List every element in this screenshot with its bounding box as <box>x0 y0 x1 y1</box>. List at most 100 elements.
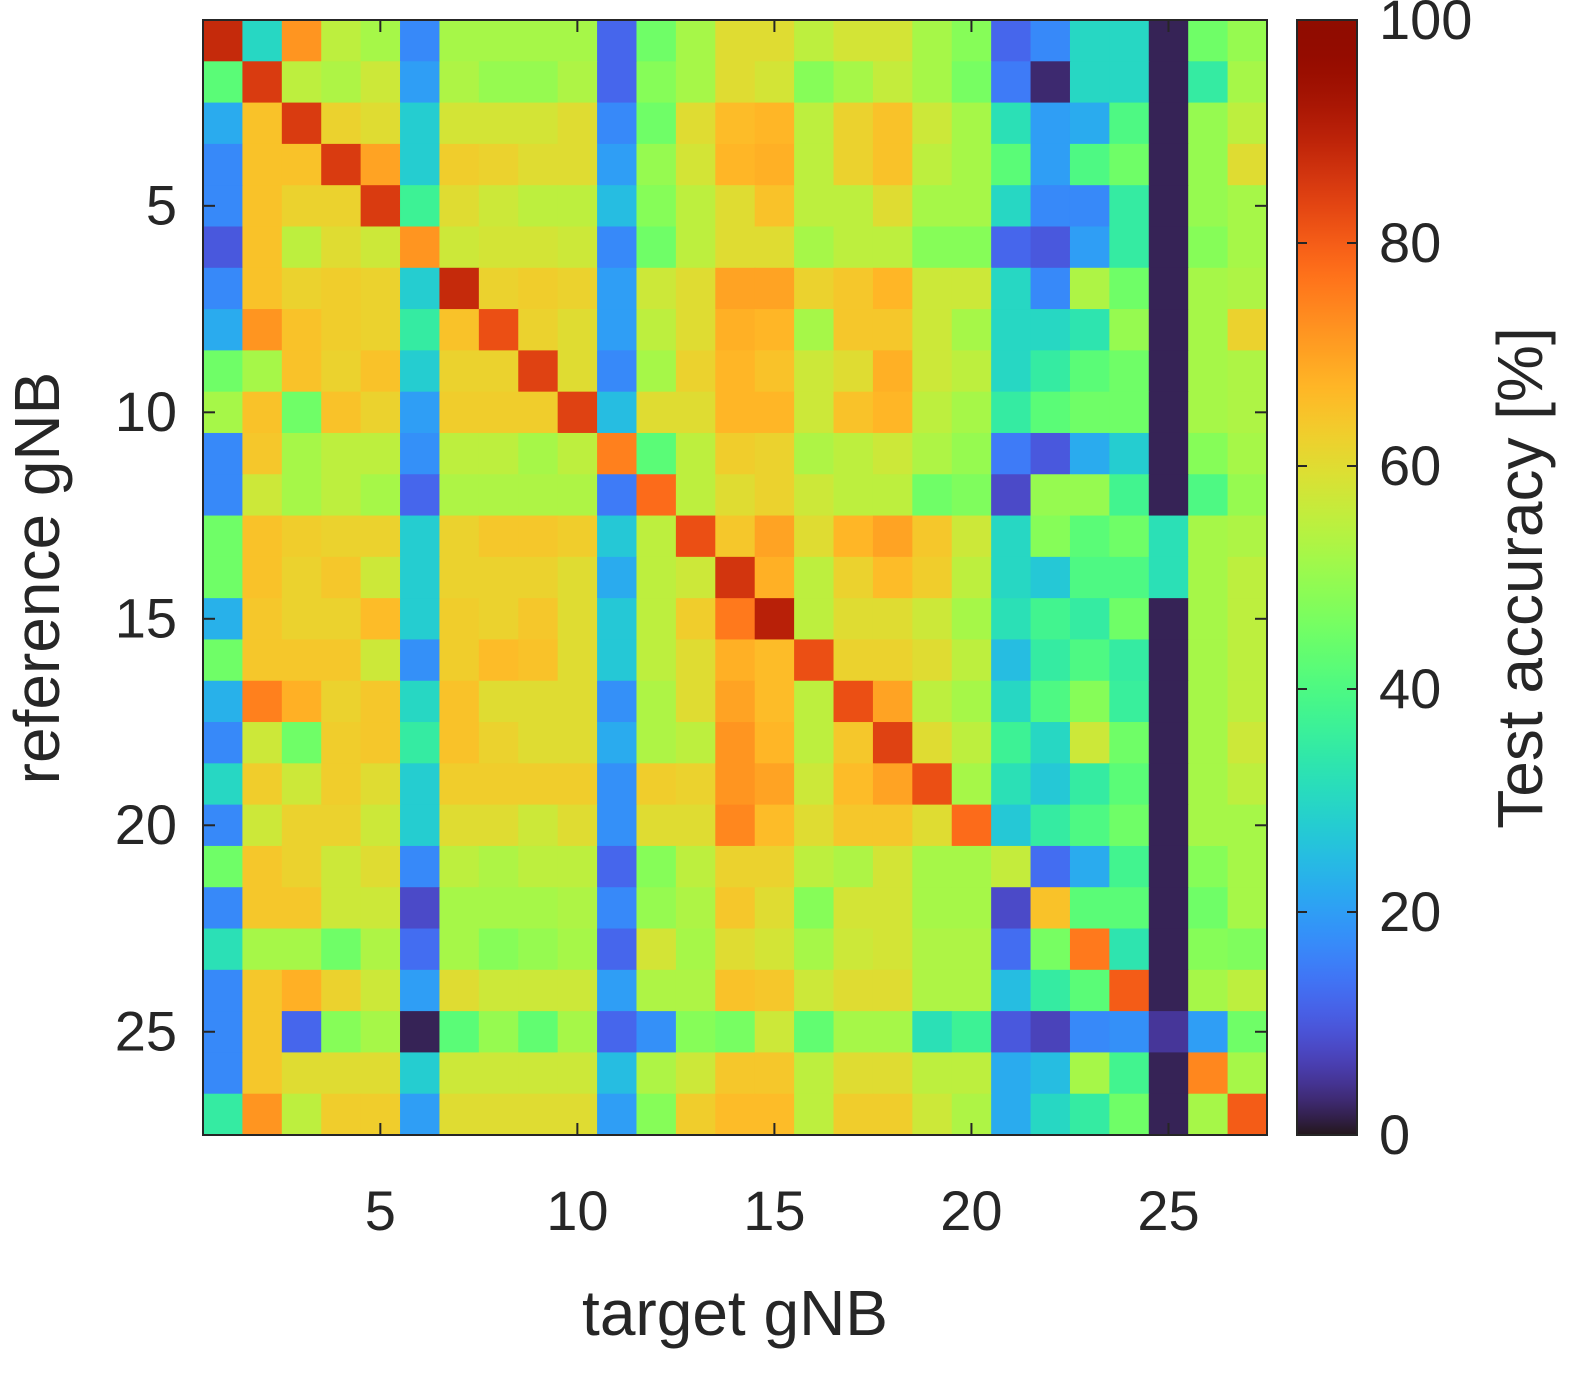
heatmap-cell <box>1069 267 1110 310</box>
heatmap-cell <box>360 309 401 351</box>
heatmap-cell <box>833 969 874 1012</box>
heatmap-cell <box>321 20 362 62</box>
heatmap-cell <box>360 763 401 806</box>
heatmap-cell <box>321 680 362 723</box>
heatmap-cell <box>912 763 953 806</box>
heatmap-cell <box>400 722 441 764</box>
heatmap-cell <box>1188 20 1229 62</box>
heatmap-cell <box>675 20 716 62</box>
heatmap-cell <box>478 639 519 682</box>
heatmap-cell <box>833 680 874 723</box>
heatmap-cell <box>439 598 480 641</box>
heatmap-cell <box>400 432 441 475</box>
heatmap-cell <box>321 391 362 434</box>
heatmap-cell <box>242 556 283 599</box>
heatmap-cell <box>242 680 283 723</box>
heatmap-cell <box>754 804 795 847</box>
heatmap-cell <box>1069 887 1110 930</box>
heatmap-cell <box>321 804 362 847</box>
heatmap-cell <box>557 804 598 847</box>
heatmap-cell <box>439 804 480 847</box>
heatmap-cell <box>478 804 519 847</box>
heatmap-cell <box>597 267 638 310</box>
heatmap-cell <box>203 680 244 723</box>
heatmap-cell <box>833 102 874 145</box>
heatmap-cell <box>636 20 677 62</box>
heatmap-cell <box>1069 556 1110 599</box>
heatmap-cell <box>912 350 953 393</box>
heatmap-cell <box>360 432 401 475</box>
heatmap-cell <box>360 1011 401 1054</box>
heatmap-cell <box>360 102 401 145</box>
heatmap-cell <box>203 143 244 186</box>
heatmap-cell <box>1109 1052 1150 1095</box>
heatmap-cell <box>1188 350 1229 393</box>
heatmap-cell <box>597 309 638 351</box>
heatmap-cell <box>281 845 322 888</box>
heatmap-cell <box>1227 639 1268 682</box>
x-axis-label: target gNB <box>582 1277 888 1349</box>
heatmap-cell <box>1030 887 1071 930</box>
heatmap-cell <box>400 1052 441 1095</box>
heatmap-cell <box>1109 474 1150 517</box>
heatmap-cell <box>281 20 322 62</box>
heatmap-cell <box>518 845 559 888</box>
heatmap-cell <box>1148 639 1189 682</box>
heatmap-cell <box>991 143 1032 186</box>
heatmap-cell <box>991 969 1032 1012</box>
heatmap-cell <box>400 639 441 682</box>
heatmap-cell <box>597 391 638 434</box>
heatmap-cell <box>321 928 362 971</box>
heatmap-cell <box>518 722 559 764</box>
heatmap-cell <box>636 969 677 1012</box>
heatmap-cell <box>557 143 598 186</box>
heatmap-cell <box>833 598 874 641</box>
heatmap-cell <box>991 20 1032 62</box>
heatmap-cell <box>360 722 401 764</box>
heatmap-cell <box>872 20 913 62</box>
heatmap-cell <box>242 1011 283 1054</box>
heatmap-cell <box>794 350 835 393</box>
heatmap-cell <box>518 1093 559 1136</box>
heatmap-cell <box>321 763 362 806</box>
heatmap-cell <box>518 515 559 558</box>
heatmap-cell <box>321 1093 362 1136</box>
heatmap-cell <box>478 391 519 434</box>
heatmap-cell <box>557 267 598 310</box>
heatmap-cell <box>636 556 677 599</box>
heatmap-cell <box>597 226 638 269</box>
heatmap-cell <box>1188 1093 1229 1136</box>
heatmap-cell <box>1188 309 1229 351</box>
heatmap-cell <box>1030 1052 1071 1095</box>
heatmap-cell <box>872 391 913 434</box>
heatmap-cell <box>242 1093 283 1136</box>
y-tick-label: 15 <box>115 587 177 650</box>
heatmap-cell <box>872 1011 913 1054</box>
heatmap-cell <box>636 722 677 764</box>
heatmap-cell <box>991 722 1032 764</box>
heatmap-cell <box>715 350 756 393</box>
heatmap-cell <box>872 226 913 269</box>
heatmap-cell <box>242 1052 283 1095</box>
heatmap-cell <box>675 61 716 104</box>
heatmap-cell <box>675 1011 716 1054</box>
heatmap-cell <box>281 804 322 847</box>
heatmap-cell <box>636 102 677 145</box>
heatmap-cell <box>1188 143 1229 186</box>
heatmap-cell <box>400 309 441 351</box>
heatmap-cell <box>281 887 322 930</box>
heatmap-cell <box>794 887 835 930</box>
heatmap-cell <box>951 1011 992 1054</box>
heatmap-cell <box>991 391 1032 434</box>
heatmap-cell <box>833 887 874 930</box>
heatmap-cell <box>715 20 756 62</box>
heatmap-cell <box>715 722 756 764</box>
y-tick-label: 10 <box>115 380 177 443</box>
heatmap-cell <box>991 845 1032 888</box>
heatmap-cell <box>912 928 953 971</box>
colorbar-tick-label: 40 <box>1379 657 1441 720</box>
heatmap-cell <box>242 185 283 228</box>
heatmap-cell <box>1030 226 1071 269</box>
heatmap-cell <box>1188 763 1229 806</box>
heatmap-cell <box>991 598 1032 641</box>
